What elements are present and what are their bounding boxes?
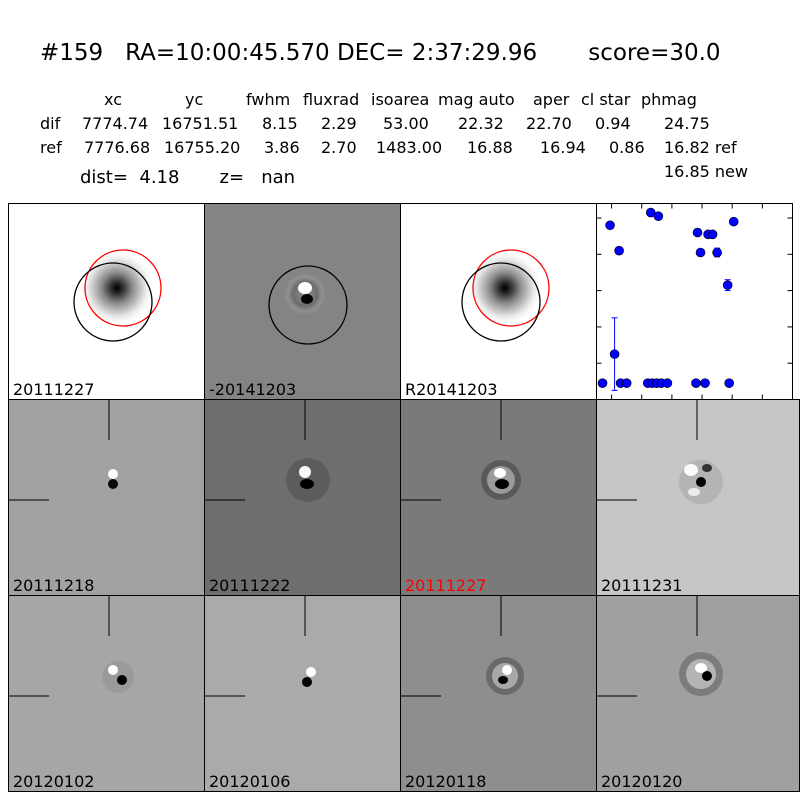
dif-isoarea: 53.00 <box>383 114 429 133</box>
epoch-stamp-panel: 20111231 <box>596 399 800 596</box>
panel-label: 20111227 <box>13 380 95 399</box>
panel-label: 20111227 <box>405 576 487 595</box>
epoch-stamp-panel: 20111222 <box>204 399 401 596</box>
epoch-stamp-image <box>401 596 524 697</box>
distance-readout: dist= 4.18 z= nan <box>80 167 296 188</box>
epoch-stamp-image <box>9 400 118 501</box>
data-point <box>712 247 722 258</box>
ref-fwhm: 3.86 <box>264 138 300 157</box>
data-point <box>605 220 615 231</box>
data-point <box>695 247 706 258</box>
ref-phmag: 16.82 ref <box>664 138 737 157</box>
ref-mag-auto: 16.88 <box>467 138 513 157</box>
dif-phmag: 24.75 <box>664 114 710 133</box>
panel-label: R20141203 <box>405 380 498 399</box>
difference-stamp-image <box>268 265 348 345</box>
epoch-stamp-image <box>401 400 521 501</box>
new-position-circle <box>472 249 550 327</box>
new-reference-stamp-image <box>461 249 550 342</box>
col-header-phmag: phmag <box>641 90 697 109</box>
data-point <box>609 349 620 359</box>
row-label-dif: dif <box>40 114 61 133</box>
panel-label: 20120118 <box>405 772 487 791</box>
epoch-stamp-image <box>205 400 330 502</box>
row-label-ref: ref <box>40 138 62 157</box>
ref-yc: 16755.20 <box>164 138 241 157</box>
light-curve-chart: 212223242526020406080100120 <box>568 203 800 430</box>
epoch-stamp-panel-current: 20111227 <box>400 399 597 596</box>
epoch-stamp-image <box>205 596 316 697</box>
ref-position-circle <box>461 262 541 342</box>
panel-label: -20141203 <box>209 380 297 399</box>
ref-cl-star: 0.86 <box>609 138 645 157</box>
dif-aper: 22.70 <box>526 114 572 133</box>
dif-cl-star: 0.94 <box>595 114 631 133</box>
epoch-stamp-panel: 20120102 <box>8 595 205 792</box>
col-header-yc: yc <box>185 90 204 109</box>
data-point <box>728 216 739 227</box>
epoch-stamp-panel: 20120106 <box>204 595 401 792</box>
light-curve-svg: 212223242526020406080100120 <box>568 203 800 423</box>
col-header-xc: xc <box>104 90 122 109</box>
ref-aper: 16.94 <box>540 138 586 157</box>
panel-label: 20111222 <box>209 576 291 595</box>
ref-position-circle <box>73 262 153 342</box>
difference-stamp-panel: -20141203 <box>204 203 401 400</box>
dif-yc: 16751.51 <box>162 114 239 133</box>
panel-label: 20120120 <box>601 772 683 791</box>
panel-label: 20111218 <box>13 576 95 595</box>
new-reference-stamp-panel: R20141203 <box>400 203 597 400</box>
page-title: #159 RA=10:00:45.570 DEC= 2:37:29.96 sco… <box>40 40 721 66</box>
data-point <box>692 227 703 238</box>
new-position-circle <box>84 249 162 327</box>
panel-label: 20111231 <box>601 576 683 595</box>
dif-fwhm: 8.15 <box>262 114 298 133</box>
epoch-stamp-image <box>9 596 134 697</box>
data-point <box>597 378 608 388</box>
epoch-stamp-panel: 20111218 <box>8 399 205 596</box>
data-point <box>614 245 624 256</box>
dif-xc: 7774.74 <box>82 114 149 133</box>
reference-stamp-panel: 20111227 <box>8 203 205 400</box>
col-header-cl-star: cl star <box>581 90 631 109</box>
epoch-stamp-panel: 20120120 <box>596 595 800 792</box>
data-point <box>700 378 710 388</box>
col-header-fwhm: fwhm <box>246 90 291 109</box>
data-point <box>621 378 632 388</box>
ref-isoarea: 1483.00 <box>376 138 443 157</box>
data-point <box>707 229 718 240</box>
ref-position-circle <box>268 265 348 345</box>
col-header-mag-auto: mag auto <box>438 90 515 109</box>
epoch-stamp-image <box>597 400 723 504</box>
new-phmag: 16.85 new <box>664 162 748 181</box>
data-point <box>722 280 733 290</box>
dif-fluxrad: 2.29 <box>321 114 357 133</box>
data-point <box>724 378 734 388</box>
ref-xc: 7776.68 <box>84 138 151 157</box>
epoch-stamp-panel: 20120118 <box>400 595 597 792</box>
reference-stamp-image <box>73 249 162 342</box>
col-header-aper: aper <box>533 90 570 109</box>
data-point <box>662 378 673 388</box>
ref-fluxrad: 2.70 <box>321 138 357 157</box>
panel-label: 20120102 <box>13 772 95 791</box>
data-point <box>653 211 664 222</box>
epoch-stamp-image <box>597 596 723 697</box>
col-header-fluxrad: fluxrad <box>303 90 360 109</box>
panel-label: 20120106 <box>209 772 291 791</box>
dif-mag-auto: 22.32 <box>458 114 504 133</box>
data-point <box>691 378 701 388</box>
col-header-isoarea: isoarea <box>371 90 430 109</box>
